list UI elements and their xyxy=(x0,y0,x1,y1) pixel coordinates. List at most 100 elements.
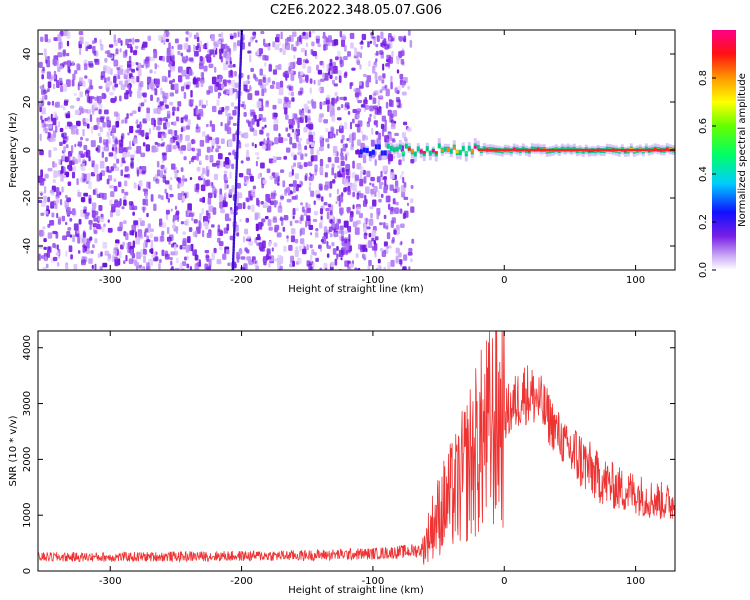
spectrogram-cell xyxy=(203,178,206,185)
spectrogram-cell xyxy=(57,52,63,58)
spectrogram-cell xyxy=(254,77,259,82)
spectrogram-cell xyxy=(361,33,367,41)
spectrogram-streak xyxy=(232,251,235,257)
spectrogram-cell xyxy=(143,231,147,238)
spectrogram-cell xyxy=(189,177,193,181)
spectrogram-cell xyxy=(123,260,126,265)
spectrogram-streak xyxy=(235,166,238,172)
spectrogram-cell xyxy=(356,108,362,113)
spectrogram-cell xyxy=(239,130,242,136)
spectrogram-cell xyxy=(146,107,150,114)
spectrogram-cell xyxy=(61,215,66,222)
spectrogram-cell xyxy=(324,267,328,270)
spectrogram-cell xyxy=(355,149,360,155)
spectrogram-cell xyxy=(146,212,149,218)
spectrogram-cell xyxy=(56,244,59,251)
spectrogram-cell xyxy=(106,116,110,122)
spectrogram-cell xyxy=(202,44,206,50)
spectrogram-cell xyxy=(373,185,378,193)
spectrogram-cell xyxy=(128,90,133,95)
spectrogram-cell xyxy=(374,159,377,166)
carrier-halo xyxy=(404,138,408,149)
spectrogram-cell xyxy=(286,235,289,239)
spectrogram-cell xyxy=(130,76,136,84)
spectrogram-cell xyxy=(142,198,147,206)
carrier-peak xyxy=(401,151,405,155)
spectrogram-cell xyxy=(102,262,108,268)
spectrogram-cell xyxy=(70,145,74,154)
spectrogram-cell xyxy=(106,120,111,128)
spectrogram-cell xyxy=(369,105,374,112)
spectrogram-cell xyxy=(373,37,376,46)
spectrogram-streak xyxy=(238,99,241,105)
spectrogram-cell xyxy=(274,44,280,51)
spectrogram-cell xyxy=(248,261,253,266)
spectrogram-cell xyxy=(292,142,297,149)
spectrogram-cell xyxy=(324,172,328,178)
spectrogram-cell xyxy=(330,126,334,134)
x-tick-label: -100 xyxy=(362,275,385,286)
spectrogram-cell xyxy=(354,47,358,56)
spectrogram-cell xyxy=(293,185,297,193)
spectrogram-cell xyxy=(343,220,349,228)
spectrogram-cell xyxy=(204,263,209,270)
spectrogram-streak xyxy=(238,84,241,90)
spectrogram-cell xyxy=(66,52,70,57)
spectrogram-cell xyxy=(140,102,145,107)
spectrogram-cell xyxy=(352,221,358,228)
spectrogram-cell xyxy=(280,195,285,200)
spectrogram-cell xyxy=(75,120,81,127)
spectrogram-cell xyxy=(121,119,125,124)
carrier-peak xyxy=(473,145,477,149)
spectrogram-cell xyxy=(165,38,170,43)
spectrogram-streak xyxy=(234,197,237,203)
spectrogram-cell xyxy=(122,151,127,159)
spectrogram-cell xyxy=(232,122,237,126)
spectrogram-cell xyxy=(84,213,89,220)
spectrogram-cell xyxy=(211,252,215,261)
spectrogram-cell xyxy=(344,243,350,251)
spectrogram-streak xyxy=(239,51,243,57)
spectrogram-streak xyxy=(234,200,237,206)
spectrogram-cell xyxy=(142,41,148,48)
spectrogram-cell xyxy=(185,125,191,130)
spectrogram-cell xyxy=(78,31,84,36)
carrier-band xyxy=(416,146,420,152)
spectrogram-cell xyxy=(257,173,261,180)
spectrogram-cell xyxy=(42,231,45,236)
spectrogram-cell xyxy=(229,60,232,65)
spectrogram-cell xyxy=(66,207,71,215)
spectrogram-cell xyxy=(219,201,224,209)
spectrogram-cell xyxy=(124,191,128,196)
spectrogram-cell xyxy=(317,69,323,75)
spectrogram-cell xyxy=(142,206,145,213)
spectrogram-cell xyxy=(180,167,184,172)
spectrogram-streak xyxy=(238,87,241,93)
spectrogram-cell xyxy=(92,244,95,249)
spectrogram-cell xyxy=(177,192,183,201)
spectrogram-cell xyxy=(156,169,161,177)
spectrogram-cell xyxy=(304,145,308,151)
spectrogram-cell xyxy=(139,127,142,136)
spectrogram-cell xyxy=(180,221,185,225)
spectrogram-cell xyxy=(310,148,314,155)
spectrogram-cell xyxy=(185,74,190,80)
spectrogram-cell xyxy=(55,269,60,270)
colorbar-ticks: 0.00.20.40.60.8 xyxy=(698,70,716,278)
spectrogram-cell xyxy=(108,140,111,144)
spectrogram-cell xyxy=(57,66,61,73)
spectrogram-cell xyxy=(409,258,413,263)
spectrogram-cell xyxy=(352,191,356,198)
carrier-band xyxy=(425,146,429,152)
spectrogram-cell xyxy=(244,143,250,148)
spectrogram-cell xyxy=(299,229,302,237)
spectrogram-cell xyxy=(389,207,394,215)
carrier-band xyxy=(413,151,417,157)
spectrogram-cell xyxy=(183,92,187,99)
spectrogram-cell xyxy=(352,204,355,210)
spectrogram-cell xyxy=(73,263,78,270)
spectrogram-cell xyxy=(61,165,64,174)
spectrogram-cell xyxy=(65,79,71,87)
spectrogram-streak xyxy=(233,209,237,215)
